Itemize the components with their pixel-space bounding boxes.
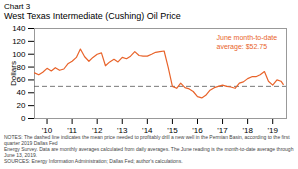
svg-text:'19: '19 [267, 126, 278, 134]
svg-text:'10: '10 [42, 126, 53, 134]
svg-text:Dollars: Dollars [9, 61, 18, 86]
svg-text:80: 80 [16, 62, 26, 72]
svg-text:'18: '18 [242, 126, 253, 134]
svg-text:40: 40 [17, 88, 26, 97]
svg-text:'13: '13 [117, 126, 128, 134]
svg-text:'15: '15 [167, 126, 178, 134]
svg-text:'11: '11 [67, 126, 77, 134]
svg-text:June month-to-dateaverage: $52: June month-to-dateaverage: $52.75 [217, 34, 278, 50]
html-text:Chart 3: Chart 3 [4, 2, 31, 11]
svg-text:140: 140 [12, 24, 26, 33]
html-text:West Texas Intermediate (Cushi: West Texas Intermediate (Cushing) Oil Pr… [4, 11, 181, 21]
svg-text:60: 60 [16, 75, 26, 85]
svg-text:'12: '12 [92, 126, 103, 134]
svg-text:100: 100 [12, 50, 26, 59]
svg-text:20: 20 [17, 101, 26, 110]
svg-text:'17: '17 [217, 126, 228, 134]
svg-text:'16: '16 [192, 126, 203, 134]
svg-text:0: 0 [21, 114, 26, 123]
html-text:NOTES: The dashed line indicat: NOTES: The dashed line indicates the mea… [4, 134, 294, 164]
svg-text:'14: '14 [142, 126, 153, 134]
svg-text:120: 120 [12, 37, 26, 46]
